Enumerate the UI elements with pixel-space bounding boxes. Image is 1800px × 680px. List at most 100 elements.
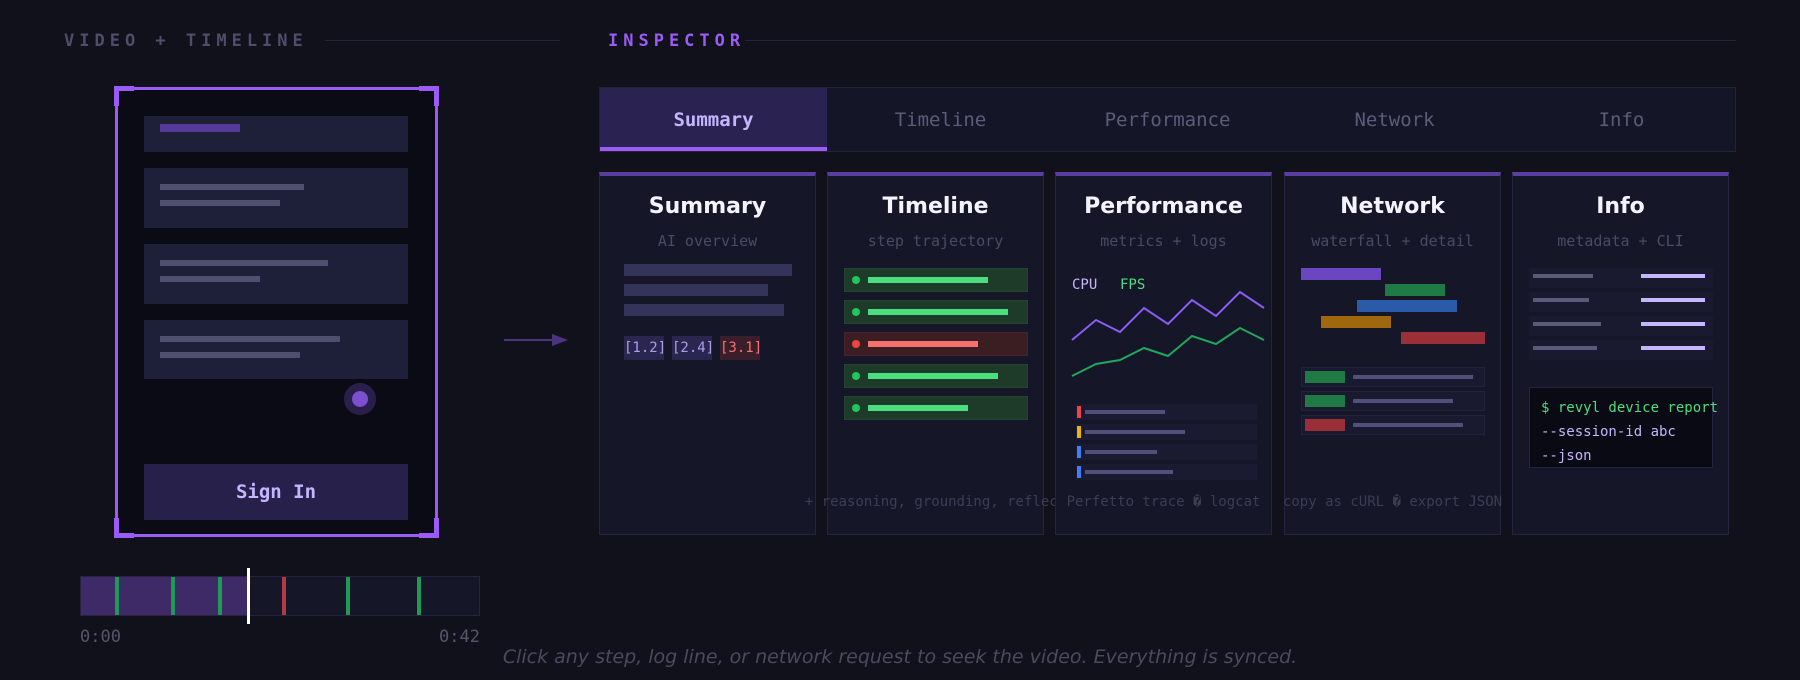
request-row[interactable] — [1301, 391, 1485, 411]
log-text — [1085, 430, 1185, 434]
step-row[interactable] — [844, 268, 1028, 292]
step-row[interactable] — [844, 364, 1028, 388]
request-url — [1353, 399, 1453, 403]
request-status — [1305, 419, 1345, 431]
step-tag[interactable]: [1.2] — [624, 336, 666, 360]
step-row[interactable] — [844, 300, 1028, 324]
video-player[interactable] — [115, 87, 438, 537]
log-level — [1077, 406, 1081, 418]
screen-list-item — [144, 244, 408, 304]
section-label-video: VIDEO + TIMELINE — [64, 31, 308, 51]
corner-bracket — [114, 518, 134, 538]
waterfall-bar — [1385, 284, 1445, 296]
text-line — [160, 352, 300, 358]
tab-summary[interactable]: Summary — [600, 88, 827, 151]
tab-info[interactable]: Info — [1598, 108, 1645, 131]
log-text — [1085, 450, 1157, 454]
card-network[interactable]: Network waterfall + detail copy as cURL … — [1283, 172, 1502, 535]
tab-timeline[interactable]: Timeline — [894, 108, 987, 131]
log-line[interactable] — [1076, 404, 1257, 420]
corner-bracket — [114, 86, 134, 106]
card-subtitle: step trajectory — [867, 232, 1004, 250]
metadata-value — [1641, 346, 1705, 350]
step-bar — [868, 277, 988, 283]
metadata-row — [1529, 316, 1713, 336]
summary-line — [624, 304, 784, 316]
footer-hint: Click any step, log line, or network req… — [502, 646, 1298, 668]
card-summary[interactable]: Summary AI overview [1.2] [2.4] [3.1] — [599, 172, 816, 535]
timeline-progress — [81, 577, 249, 615]
log-line[interactable] — [1076, 424, 1257, 440]
timeline-scrubber[interactable] — [80, 576, 480, 616]
cli-arg: --session-id abc — [1541, 424, 1676, 440]
card-subtitle: waterfall + detail — [1311, 232, 1474, 250]
status-dot — [852, 404, 860, 412]
waterfall-bar — [1321, 316, 1391, 328]
request-row[interactable] — [1301, 415, 1485, 435]
card-title: Info — [1596, 194, 1645, 219]
card-note: + reasoning, grounding, reflect — [804, 494, 1067, 510]
log-line[interactable] — [1076, 444, 1257, 460]
metadata-key — [1533, 322, 1601, 326]
screen-header — [144, 116, 408, 152]
divider — [745, 40, 1736, 41]
card-title: Timeline — [882, 194, 989, 219]
request-row[interactable] — [1301, 367, 1485, 387]
log-text — [1085, 470, 1173, 474]
metadata-value — [1641, 274, 1705, 278]
log-level — [1077, 446, 1081, 458]
status-dot — [852, 372, 860, 380]
text-line — [160, 260, 328, 266]
status-dot — [852, 340, 860, 348]
card-title: Network — [1340, 194, 1445, 219]
tab-network[interactable]: Network — [1354, 108, 1435, 131]
card-performance[interactable]: Performance metrics + logs CPU FPS Perfe… — [1055, 172, 1272, 535]
cli-command: $ revyl device report — [1541, 400, 1719, 416]
waterfall-bar — [1357, 300, 1457, 312]
metadata-key — [1533, 346, 1597, 350]
step-tag-error[interactable]: [3.1] — [720, 336, 762, 360]
step-row[interactable] — [844, 332, 1028, 356]
card-title: Summary — [648, 194, 767, 219]
request-url — [1353, 423, 1463, 427]
metadata-row — [1529, 268, 1713, 288]
card-timeline[interactable]: Timeline step trajectory + reasoning, gr… — [805, 172, 1066, 535]
step-bar — [868, 373, 998, 379]
corner-bracket — [419, 86, 439, 106]
step-marker — [345, 577, 350, 615]
text-line — [160, 336, 340, 342]
playhead[interactable] — [247, 568, 250, 624]
summary-line — [624, 284, 768, 296]
sign-in-button[interactable]: Sign In — [144, 464, 408, 520]
status-dot — [852, 276, 860, 284]
text-line — [160, 184, 304, 190]
step-tag[interactable]: [2.4] — [672, 336, 714, 360]
summary-line — [624, 264, 792, 276]
metadata-key — [1533, 298, 1589, 302]
card-subtitle: AI overview — [657, 232, 758, 250]
text-line — [160, 200, 280, 206]
tab-performance[interactable]: Performance — [1104, 108, 1231, 131]
status-dot — [852, 308, 860, 316]
step-row[interactable] — [844, 396, 1028, 420]
fps-line — [1071, 326, 1265, 377]
cli-box[interactable]: $ revyl device report --session-id abc -… — [1529, 387, 1719, 468]
step-bar — [868, 309, 1008, 315]
legend-fps: FPS — [1120, 277, 1146, 293]
divider — [325, 40, 560, 41]
card-title: Performance — [1084, 194, 1243, 219]
log-level — [1077, 466, 1081, 478]
metrics-chart — [1071, 290, 1265, 377]
metadata-value — [1641, 298, 1705, 302]
time-start: 0:00 — [80, 627, 121, 647]
cpu-line — [1071, 290, 1265, 341]
time-end: 0:42 — [439, 627, 480, 647]
card-info[interactable]: Info metadata + CLI $ revyl device repor… — [1512, 172, 1729, 535]
cli-arg: --json — [1541, 448, 1592, 464]
log-line[interactable] — [1076, 464, 1257, 480]
metadata-row — [1529, 292, 1713, 312]
waterfall-bar — [1401, 332, 1485, 344]
step-marker — [170, 577, 175, 615]
screen-list-item — [144, 168, 408, 228]
card-note: Perfetto trace � logcat — [1066, 494, 1261, 510]
